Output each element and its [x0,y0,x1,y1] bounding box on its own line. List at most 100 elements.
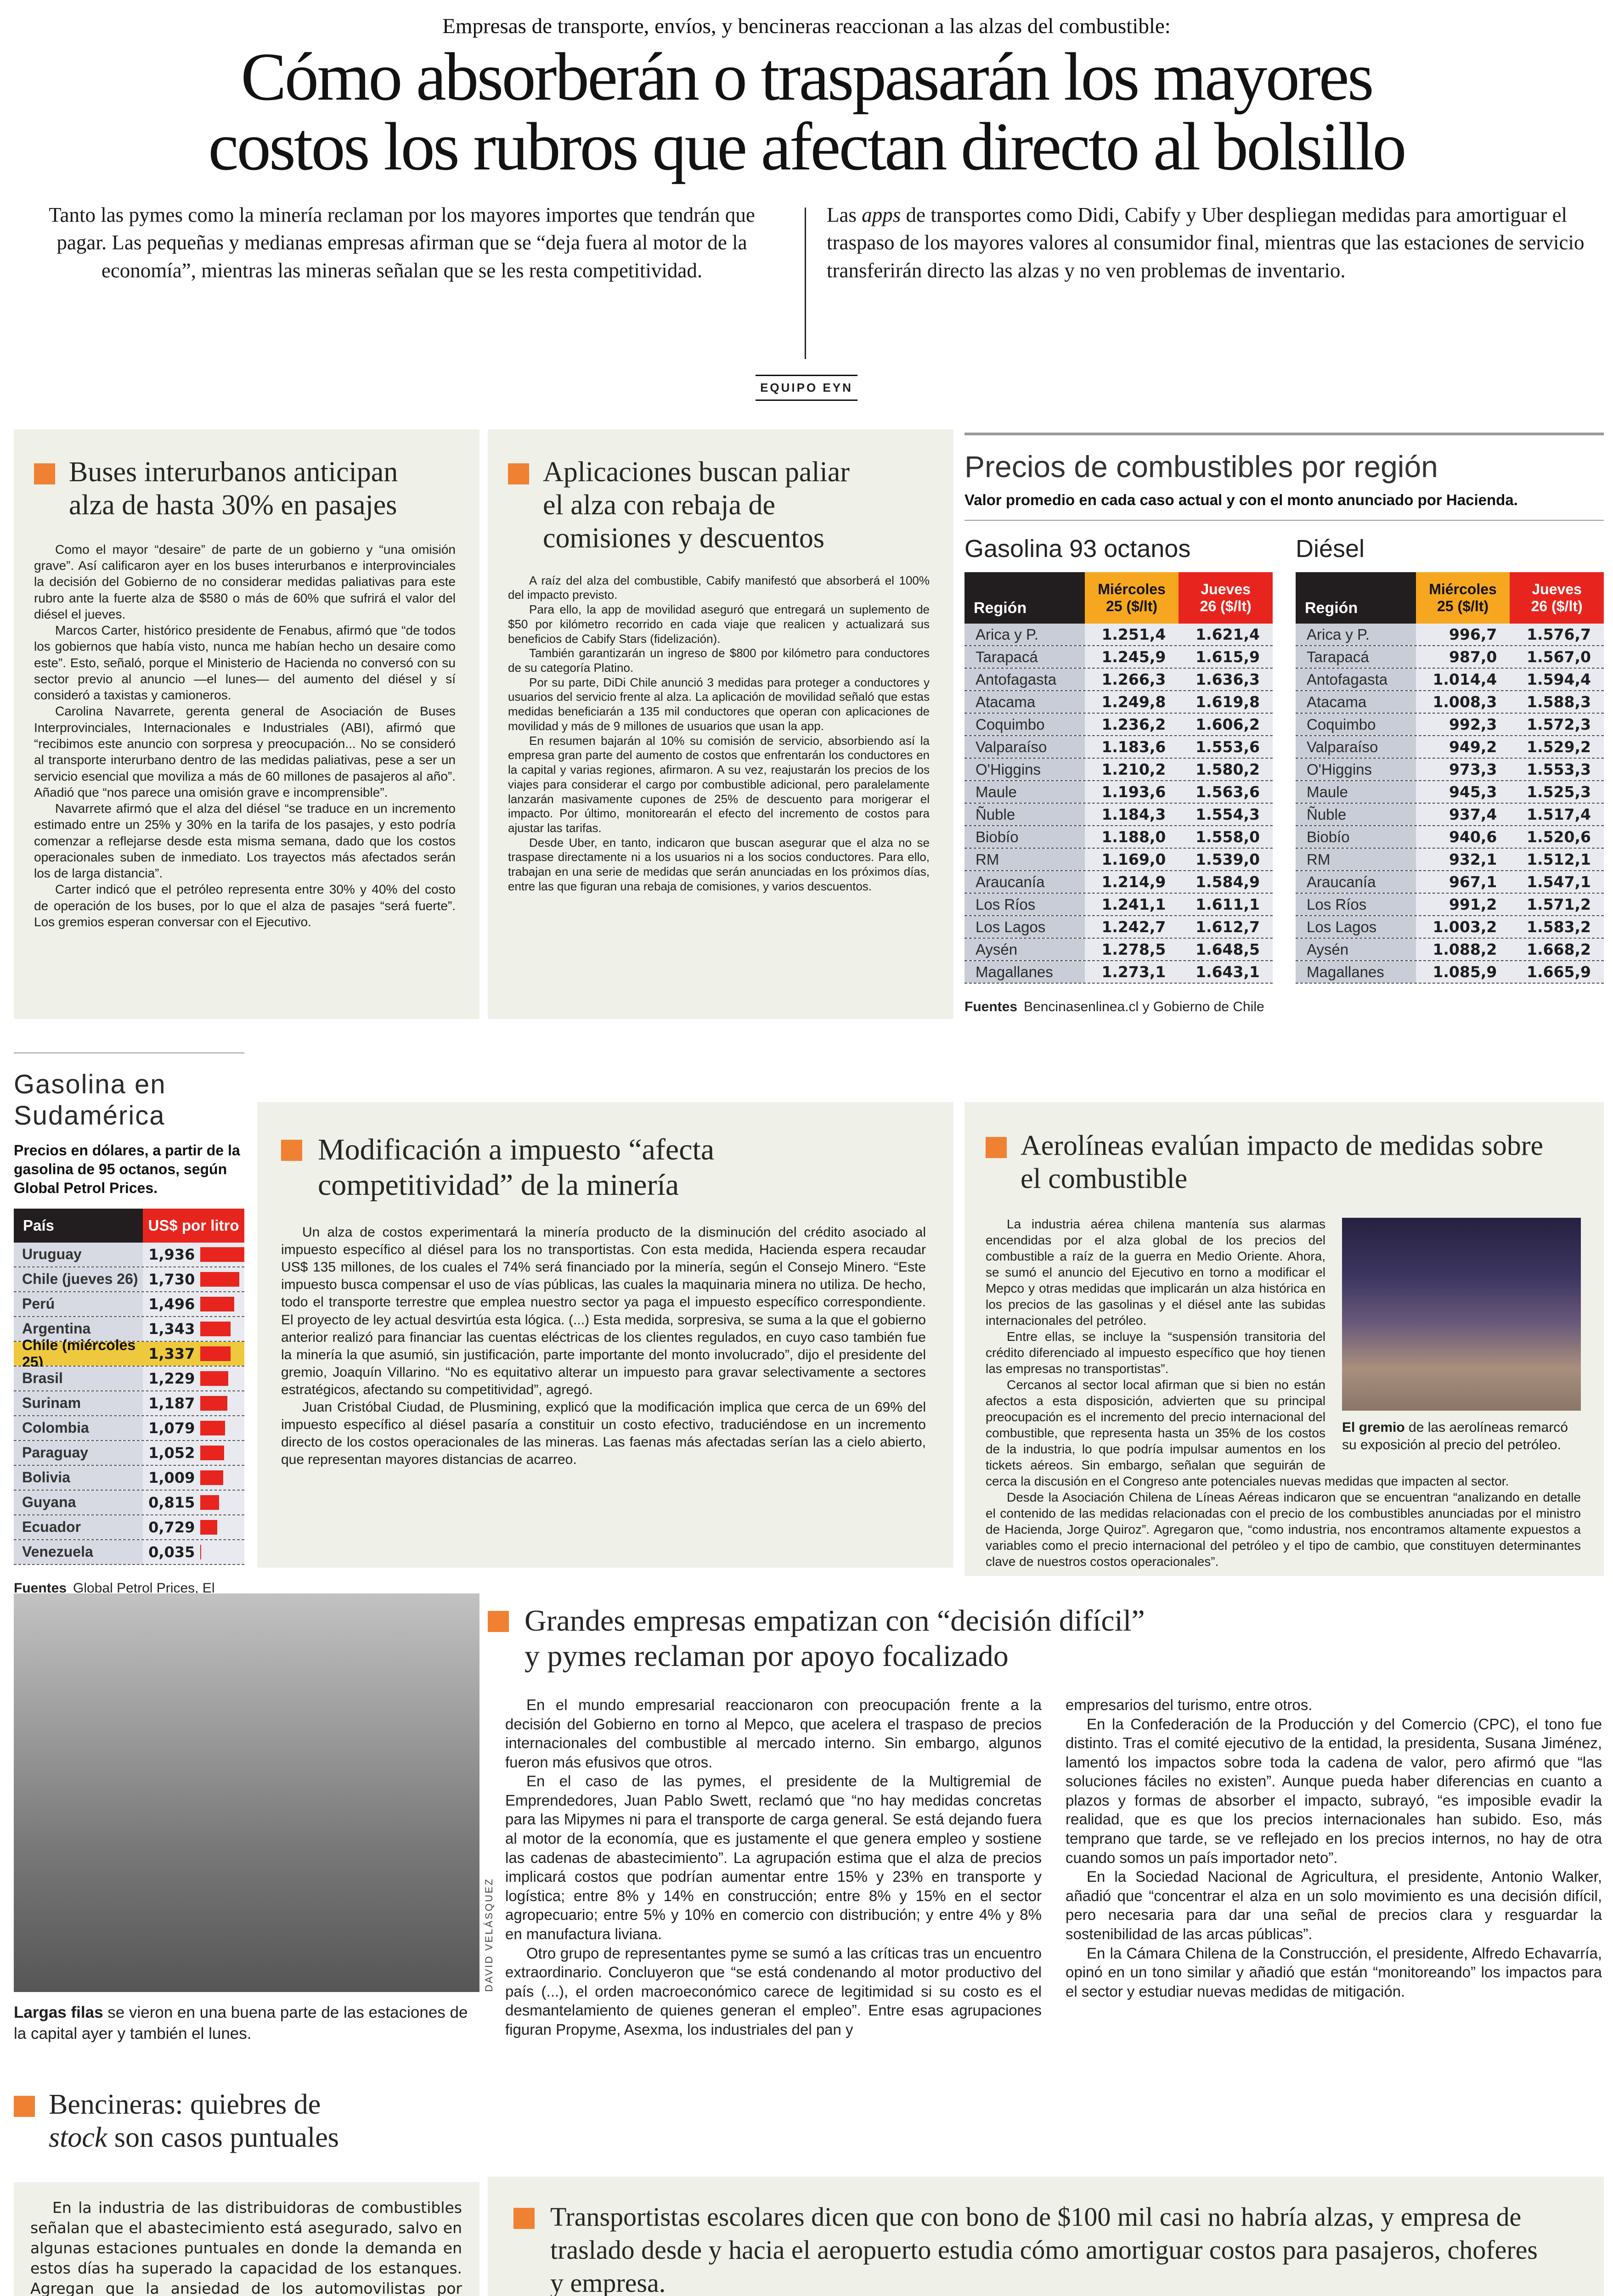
title-line: stock son casos puntuales [49,2122,339,2153]
table-row: Chile (miércoles 25) 1,337 [14,1337,244,1370]
article-bencineras-title: Bencineras: quiebres de stock son casos … [14,2088,479,2155]
cell-region: Antofagasta [964,669,1085,690]
paragraph: La industria aérea chilena mantenía sus … [986,1216,1325,1328]
cell-thursday-price: 1.547,1 [1510,871,1604,893]
cell-wednesday-price: 987,0 [1416,646,1510,668]
cell-region: Valparaíso [1296,736,1416,758]
article-header: Bencineras: quiebres de stock son casos … [14,2088,479,2155]
cell-thursday-price: 1.636,3 [1179,669,1273,690]
table-row: Ñuble 1.184,3 1.554,3 [964,804,1273,826]
cell-wednesday-price: 1.266,3 [1084,669,1179,690]
article-header: Buses interurbanos anticipan alza de has… [34,456,456,522]
cell-value: 1,496 [143,1292,244,1316]
paragraph: Para ello, la app de movilidad aseguró q… [508,602,930,646]
airport-photo [1342,1217,1581,1411]
table-row: Ecuador 0,729 [14,1515,244,1540]
table-row: Valparaíso 949,2 1.529,2 [1296,736,1604,759]
table-row: Atacama 1.249,8 1.619,8 [964,691,1273,714]
price-value: 1,343 [148,1320,195,1338]
column-header-thursday: Jueves 26 ($/lt) [1510,572,1604,624]
column-header-country: País [14,1208,143,1243]
article-bencineras-body: En la industria de las distribuidoras de… [14,2182,479,2296]
article-title: Buses interurbanos anticipan alza de has… [69,456,398,522]
cell-thursday-price: 1.563,6 [1179,781,1273,803]
bar-track [200,1396,244,1411]
cell-thursday-price: 1.584,9 [1179,871,1273,893]
divider [14,1052,244,1053]
cell-wednesday-price: 1.193,6 [1084,781,1179,803]
price-bar [200,1396,227,1411]
cell-region: Atacama [1296,691,1416,713]
cell-country: Guyana [14,1490,143,1514]
paragraph: En resumen bajarán al 10% su comisión de… [508,733,930,835]
cell-country: Paraguay [14,1441,143,1465]
paragraph: A raíz del alza del combustible, Cabify … [508,573,930,602]
cell-wednesday-price: 1.085,9 [1416,961,1510,983]
price-bar [200,1544,202,1559]
price-bar [200,1272,240,1287]
cell-region: Aysén [1296,939,1416,960]
table-header: Región Miércoles 25 ($/lt) Jueves 26 ($/… [1296,572,1604,624]
table-rows: Uruguay 1,936 Chile (jueves 26) 1,730 Pe… [14,1242,244,1565]
article-title: Grandes empresas empatizan con “decisión… [525,1604,1145,1674]
table-row: Chile (jueves 26) 1,730 [14,1267,244,1292]
table-row: O'Higgins 973,3 1.553,3 [1296,759,1604,781]
cell-wednesday-price: 1.251,4 [1084,624,1179,645]
cell-thursday-price: 1.668,2 [1510,939,1604,960]
divider [964,520,1604,521]
price-value: 1,187 [148,1394,195,1412]
paragraph: También garantizarán un ingreso de $800 … [508,646,930,675]
table-row: Aysén 1.088,2 1.668,2 [1296,939,1604,961]
table-row: Araucanía 1.214,9 1.584,9 [964,871,1273,894]
bar-track [200,1544,244,1559]
cell-region: Tarapacá [1296,646,1416,668]
cell-thursday-price: 1.554,3 [1179,804,1273,825]
cell-thursday-price: 1.580,2 [1179,759,1273,780]
cell-thursday-price: 1.520,6 [1510,826,1604,848]
column-header-value: US$ por litro [143,1208,244,1243]
title-line: Bencineras: quiebres de [49,2089,321,2120]
deck-italic: apps [862,203,901,226]
title-line: Modificación a impuesto “afecta [318,1133,715,1166]
cell-wednesday-price: 1.184,3 [1084,804,1179,825]
cell-region: Aysén [964,939,1085,960]
paragraph: empresarios del turismo, entre otros. [1066,1696,1313,1713]
table-row: Venezuela 0,035 [14,1540,244,1565]
title-line: Grandes empresas empatizan con “decisión… [525,1604,1145,1638]
title-line: Buses interurbanos anticipan [69,456,398,488]
price-bar [200,1321,231,1336]
table-row: Antofagasta 1.266,3 1.636,3 [964,669,1273,691]
bar-track [200,1495,244,1510]
cell-thursday-price: 1.621,4 [1179,624,1273,645]
cell-wednesday-price: 1.241,1 [1084,894,1179,915]
cell-region: Biobío [1296,826,1416,848]
column-header-region: Región [964,572,1085,624]
byline: EQUIPO EYN [0,375,1613,401]
cell-thursday-price: 1.525,3 [1510,781,1604,803]
table-row: Guyana 0,815 [14,1490,244,1515]
cell-thursday-price: 1.529,2 [1510,736,1604,758]
cell-wednesday-price: 1.214,9 [1084,871,1179,893]
section-bullet-icon [281,1140,302,1161]
table-row: Araucanía 967,1 1.547,1 [1296,871,1604,894]
title-line: alza de hasta 30% en pasajes [69,489,397,521]
table-row: Atacama 1.008,3 1.588,3 [1296,691,1604,714]
price-bar [200,1420,225,1435]
table-row: Magallanes 1.273,1 1.643,1 [964,961,1273,984]
article-grandes-title: Grandes empresas empatizan con “decisión… [488,1604,1604,1674]
article-title: Bencineras: quiebres de stock son casos … [49,2088,339,2155]
article-body: HÉCTOR FLORES El gremio de las aerolínea… [986,1216,1581,1570]
fuel-tables: Gasolina 93 octanos Región Miércoles 25 … [964,535,1604,984]
cell-value: 0,729 [143,1515,244,1539]
table-row: Tarapacá 1.245,9 1.615,9 [964,646,1273,669]
paragraph: Desde Uber, en tanto, indicaron que busc… [508,835,930,893]
cell-country: Ecuador [14,1515,143,1539]
article-title: Modificación a impuesto “afecta competit… [318,1132,714,1203]
paragraph: Como el mayor “desaire” de parte de un g… [34,542,456,621]
paragraph: En la Cámara Chilena de la Construcción,… [1066,1944,1602,2000]
paragraph: Navarrete afirmó que el alza del diésel … [34,801,456,881]
cell-thursday-price: 1.665,9 [1510,961,1604,983]
article-title: Aerolíneas evalúan impacto de medidas so… [1021,1130,1543,1196]
title-line: el combustible [1021,1163,1188,1194]
paragraph: En la industria de las distribuidoras de… [30,2199,462,2296]
